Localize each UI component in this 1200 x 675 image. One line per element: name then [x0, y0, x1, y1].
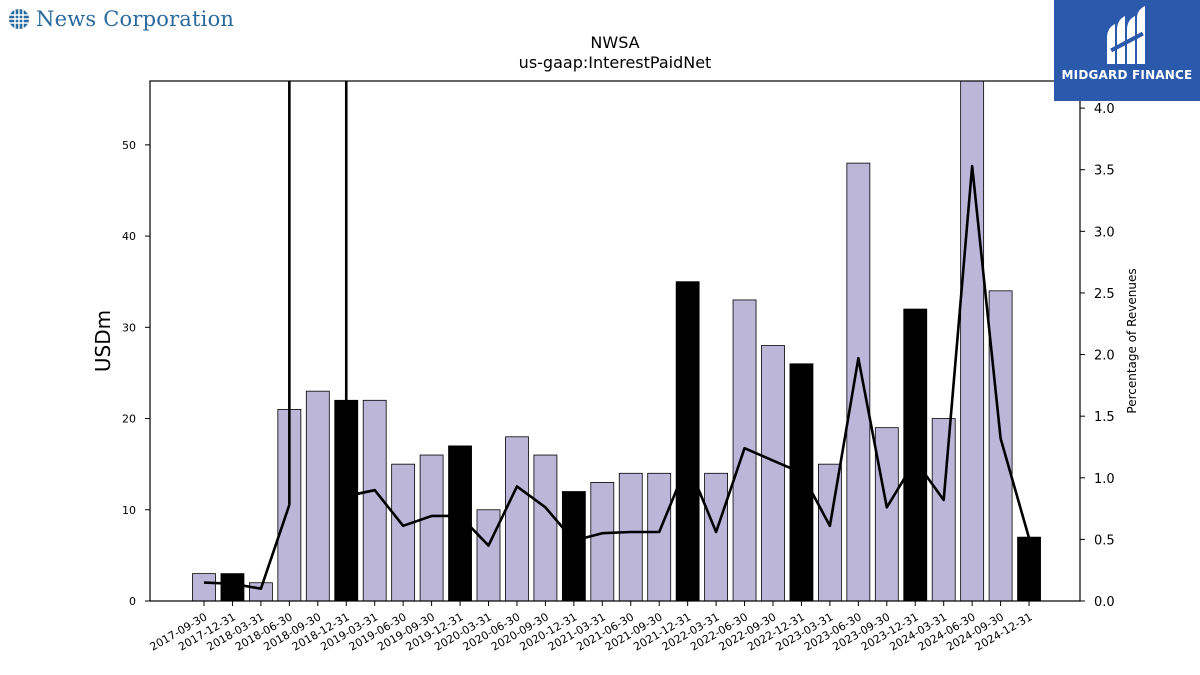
plot-frame — [149, 80, 1081, 602]
y-tick-label: 0 — [129, 595, 136, 608]
line-spike-link — [345, 488, 375, 498]
y2-tick-label: 2.0 — [1094, 349, 1115, 364]
y2-tick-label: 3.0 — [1094, 225, 1115, 240]
company-name: News Corporation — [36, 7, 235, 31]
y-axis-label: USDm — [91, 310, 115, 372]
bar-2020-12-31 — [561, 491, 586, 602]
bar-2022-03-31 — [704, 472, 728, 602]
bar-2017-12-31 — [220, 573, 245, 602]
bar-2024-03-31 — [931, 418, 956, 602]
y2-tick-label: 0.0 — [1094, 595, 1115, 610]
y2-tick-label: 1.5 — [1094, 410, 1115, 425]
chart-subtitle: us-gaap:InterestPaidNet — [519, 53, 712, 72]
bar-2019-06-30 — [391, 463, 416, 602]
bar-2024-12-31 — [1017, 536, 1041, 602]
bar-2019-09-30 — [419, 454, 444, 602]
y2-tick-label: 0.5 — [1094, 533, 1115, 548]
bar-2021-09-30 — [647, 472, 672, 602]
line-series — [203, 164, 1031, 590]
midgard-logo-icon — [1107, 6, 1145, 64]
bar-2021-03-31 — [590, 481, 615, 602]
y-tick-label: 20 — [122, 413, 136, 426]
bar-2020-09-30 — [533, 454, 558, 602]
bar-2020-06-30 — [505, 436, 529, 602]
bar-2024-06-30 — [960, 80, 985, 602]
watermark-text: MIDGARD FINANCE — [1061, 68, 1193, 82]
y-tick-label: 50 — [122, 139, 136, 152]
bar-2022-09-30 — [761, 345, 785, 602]
bar-2018-09-30 — [305, 390, 330, 602]
bar-2021-06-30 — [618, 472, 643, 602]
bar-2023-06-30 — [846, 162, 871, 602]
y2-axis-label: Percentage of Revenues — [1125, 268, 1139, 413]
bar-2022-12-31 — [789, 363, 814, 602]
bar-2023-09-30 — [874, 427, 899, 602]
y-tick-label: 10 — [122, 504, 136, 517]
bar-2020-03-31 — [476, 509, 501, 602]
bar-2021-12-31 — [675, 281, 700, 602]
chart-title: NWSA — [590, 33, 639, 52]
watermark-logo: MIDGARD FINANCE — [1054, 0, 1200, 101]
y-tick-label: 40 — [122, 230, 136, 243]
y2-tick-label: 1.0 — [1094, 472, 1115, 487]
bar-2017-09-30 — [192, 573, 216, 602]
company-brand: News Corporation — [8, 4, 234, 34]
bar-2024-09-30 — [988, 290, 1013, 602]
y2-tick-label: 2.5 — [1094, 287, 1115, 302]
globe-icon — [9, 9, 29, 29]
y2-tick-label: 4.0 — [1094, 102, 1115, 117]
y-tick-label: 30 — [122, 321, 136, 334]
bar-2023-12-31 — [903, 308, 928, 602]
y2-tick-label: 3.5 — [1094, 164, 1115, 179]
